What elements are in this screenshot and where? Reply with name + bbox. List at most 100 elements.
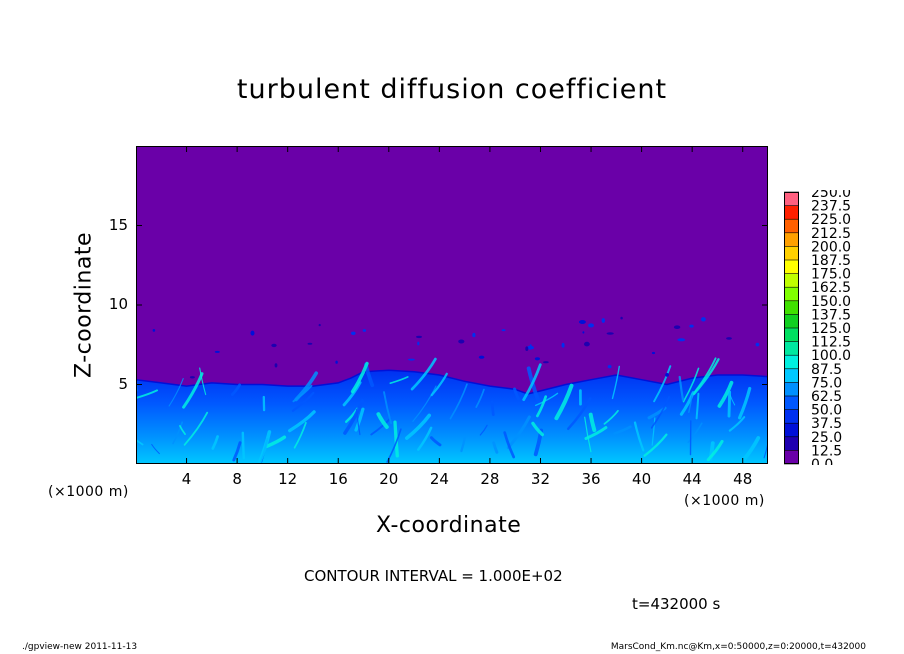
- colorbar-label: 237.5: [811, 199, 851, 215]
- eddy-streak: [503, 431, 516, 459]
- colorbar-swatch: [784, 219, 799, 233]
- eddy-streak: [370, 417, 392, 436]
- eddy-streak: [179, 425, 186, 436]
- eddy-streak: [230, 383, 241, 396]
- x-tick-label: 32: [530, 470, 551, 488]
- eddy-streak: [383, 391, 393, 425]
- colorbar-swatch: [784, 328, 799, 342]
- colorbar-label: 200.0: [811, 239, 851, 255]
- colorbar-label: 250.0: [811, 190, 851, 201]
- eddy-streak: [688, 395, 693, 413]
- colorbar-label: 112.5: [811, 335, 851, 351]
- y-tick-label: 15: [108, 215, 128, 234]
- isolated-patch: [152, 329, 156, 332]
- x-tick-label: 44: [682, 470, 702, 488]
- colorbar-swatch: [784, 192, 799, 206]
- isolated-patch: [620, 316, 623, 320]
- isolated-patch: [274, 363, 278, 368]
- isolated-patch: [529, 344, 532, 349]
- colorbar-swatch: [784, 423, 799, 437]
- isolated-patch: [307, 342, 313, 345]
- isolated-patch: [472, 332, 476, 338]
- eddy-streak: [151, 443, 160, 455]
- isolated-patch: [416, 335, 422, 339]
- isolated-patch: [726, 337, 732, 340]
- eddy-streak: [536, 395, 548, 418]
- eddy-streak: [199, 367, 207, 396]
- isolated-patch: [534, 357, 540, 361]
- x-tick-label: 20: [379, 470, 399, 488]
- colorbar-swatch: [784, 260, 799, 274]
- eddy-streak: [738, 386, 752, 420]
- colorbar-swatch: [784, 396, 799, 410]
- eddy-streak: [682, 367, 700, 403]
- eddy-streak: [566, 397, 592, 431]
- colorbar-swatch: [784, 205, 799, 220]
- isolated-patch: [501, 329, 506, 332]
- eddy-streak: [651, 417, 656, 446]
- eddy-streak: [412, 385, 437, 422]
- eddy-streak: [405, 413, 431, 440]
- eddy-streak: [168, 378, 184, 407]
- colorbar-label: 62.5: [811, 389, 842, 405]
- x-tick-label: 4: [181, 470, 192, 488]
- isolated-patch: [651, 351, 656, 355]
- eddy-streak: [183, 411, 209, 446]
- eddy-streak: [490, 400, 495, 416]
- eddy-streak: [611, 365, 620, 400]
- eddy-streak: [513, 387, 520, 401]
- colorbar-label: 187.5: [811, 253, 851, 269]
- isolated-patch: [189, 376, 195, 379]
- isolated-patch: [601, 318, 605, 323]
- x-tick-label: 36: [581, 470, 601, 488]
- x-tick-label: 16: [328, 470, 348, 488]
- colorbar-swatch: [784, 300, 799, 315]
- colorbar-swatch: [784, 382, 799, 396]
- time-label: t=432000 s: [632, 595, 721, 613]
- x-axis-label: X-coordinate: [376, 513, 522, 538]
- eddy-streak: [740, 436, 761, 464]
- isolated-patch: [689, 324, 694, 328]
- eddy-streak: [429, 436, 442, 447]
- eddy-streak: [136, 438, 144, 446]
- eddy-streak: [291, 391, 315, 412]
- eddy-streak: [172, 421, 183, 445]
- colorbar-label: 150.0: [811, 294, 851, 310]
- isolated-patch: [673, 325, 681, 329]
- eddy-streak: [257, 430, 272, 464]
- eddy-streak: [355, 408, 361, 436]
- eddy-streak: [584, 416, 592, 453]
- colorbar-swatch: [784, 409, 799, 424]
- colorbar-label: 137.5: [811, 307, 851, 323]
- colorbar-swatch: [784, 450, 799, 464]
- eddy-streak: [389, 376, 409, 384]
- eddy-streak: [692, 358, 720, 396]
- eddy-streak: [410, 357, 437, 391]
- x-tick-label: 8: [232, 470, 242, 488]
- eddy-streak: [695, 392, 700, 420]
- colorbar-label: 175.0: [811, 267, 851, 283]
- eddy-streak: [136, 389, 158, 399]
- eddy-streak: [717, 380, 734, 408]
- eddy-streak: [584, 426, 608, 440]
- colorbar-label: 50.0: [811, 403, 842, 419]
- eddy-streak: [727, 390, 732, 418]
- isolated-patch: [677, 338, 686, 342]
- isolated-patch: [458, 339, 465, 344]
- eddy-streak: [182, 372, 204, 409]
- eddy-streak: [506, 415, 531, 450]
- eddy-streak: [613, 425, 632, 435]
- x-unit-left: (×1000 m): [48, 484, 129, 500]
- colorbar-swatch: [784, 246, 799, 260]
- isolated-patch: [351, 331, 356, 335]
- eddy-streak: [376, 412, 389, 429]
- eddy-streak: [475, 388, 485, 408]
- footer-right: MarsCond_Km.nc@Km,x=0:50000,z=0:20000,t=…: [610, 642, 866, 652]
- x-unit-right: (×1000 m): [684, 493, 765, 509]
- colorbar-swatch: [784, 232, 799, 247]
- isolated-patch: [417, 341, 420, 346]
- eddy-streak: [554, 383, 574, 421]
- eddy-streak: [522, 363, 542, 401]
- eddy-streak: [393, 420, 399, 458]
- colorbar-label: 25.0: [811, 430, 842, 446]
